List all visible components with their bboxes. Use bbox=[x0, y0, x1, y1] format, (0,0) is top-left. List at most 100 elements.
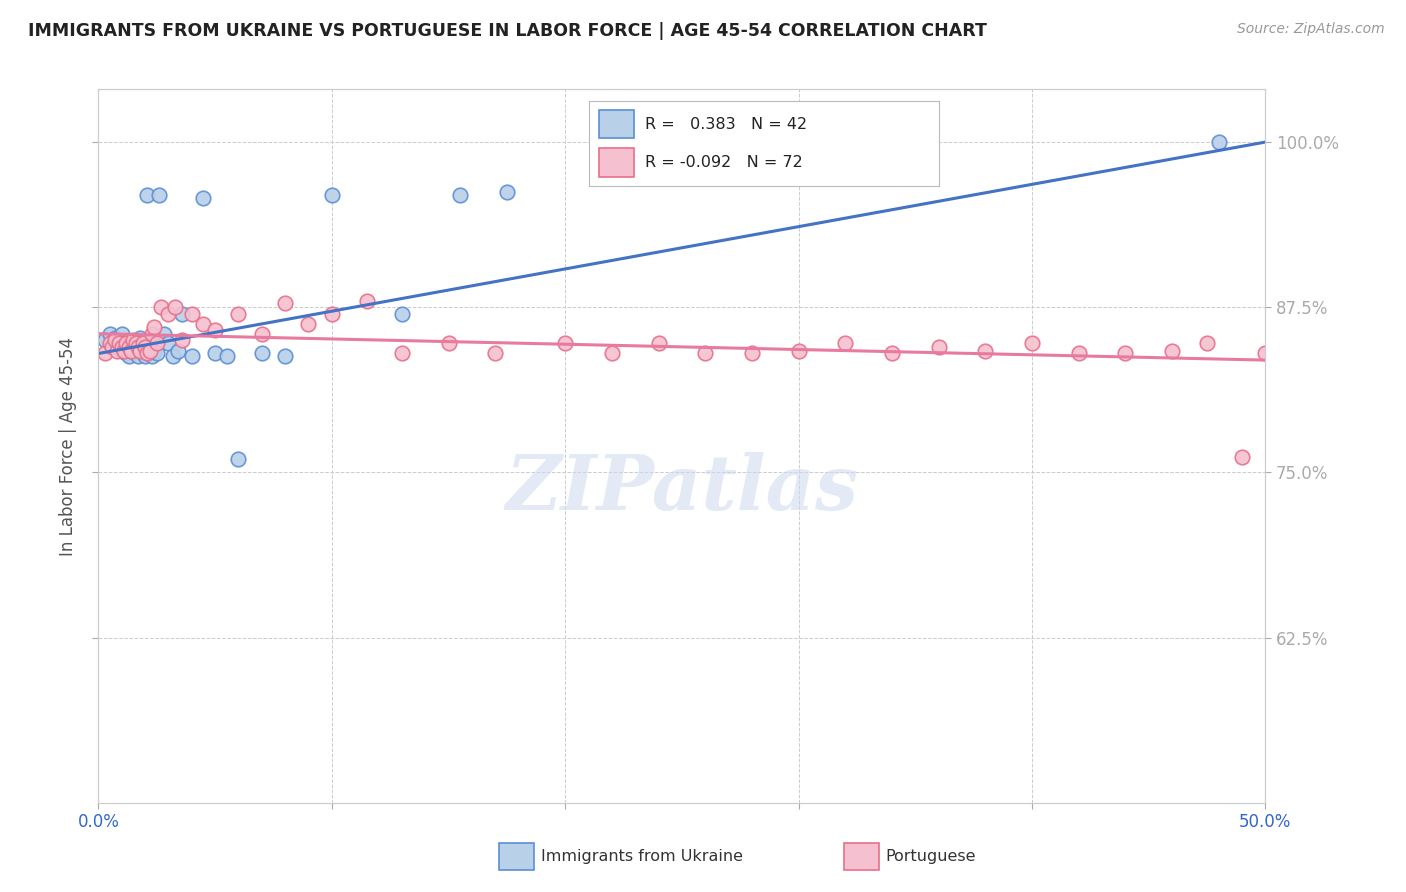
Point bbox=[215, 349, 238, 363]
Point bbox=[180, 307, 202, 321]
Point bbox=[141, 326, 163, 341]
Point bbox=[132, 346, 155, 360]
Point bbox=[1371, 353, 1393, 368]
Point bbox=[321, 188, 343, 202]
Point bbox=[111, 343, 134, 358]
Point bbox=[554, 335, 576, 350]
Point bbox=[228, 307, 250, 321]
Point bbox=[118, 349, 141, 363]
Point bbox=[98, 326, 121, 341]
Point bbox=[647, 335, 669, 350]
Point bbox=[122, 333, 145, 347]
Point bbox=[101, 335, 124, 350]
Point bbox=[115, 346, 138, 360]
Point bbox=[111, 326, 134, 341]
Point bbox=[787, 343, 810, 358]
Point bbox=[1114, 346, 1136, 360]
Point bbox=[108, 333, 131, 347]
Point bbox=[356, 293, 378, 308]
Point bbox=[1395, 362, 1406, 376]
Point bbox=[141, 349, 163, 363]
Point bbox=[122, 335, 145, 350]
Point bbox=[228, 452, 250, 467]
Point bbox=[484, 346, 506, 360]
Point bbox=[928, 340, 950, 354]
Point bbox=[834, 335, 856, 350]
Text: Immigrants from Ukraine: Immigrants from Ukraine bbox=[541, 849, 744, 863]
Point bbox=[1161, 343, 1184, 358]
Point bbox=[437, 335, 460, 350]
Point bbox=[146, 346, 169, 360]
Point bbox=[120, 343, 142, 358]
Point bbox=[148, 188, 170, 202]
Point bbox=[104, 333, 127, 347]
Point bbox=[495, 186, 517, 200]
Point bbox=[204, 323, 226, 337]
Point bbox=[1324, 353, 1347, 368]
Point bbox=[125, 340, 148, 354]
Point bbox=[180, 349, 202, 363]
Point bbox=[125, 335, 148, 350]
Point bbox=[1289, 362, 1312, 376]
Text: ZIPatlas: ZIPatlas bbox=[505, 452, 859, 525]
Point bbox=[165, 300, 187, 314]
Point bbox=[139, 335, 162, 350]
Point bbox=[193, 318, 215, 332]
Point bbox=[94, 346, 117, 360]
Point bbox=[152, 326, 174, 341]
Point bbox=[1067, 346, 1090, 360]
Point bbox=[172, 333, 194, 347]
Point bbox=[139, 343, 162, 358]
Point bbox=[101, 340, 124, 354]
Point bbox=[1347, 373, 1369, 387]
Point bbox=[166, 343, 188, 358]
Point bbox=[162, 349, 184, 363]
Text: Source: ZipAtlas.com: Source: ZipAtlas.com bbox=[1237, 22, 1385, 37]
Point bbox=[695, 346, 717, 360]
Point bbox=[134, 340, 156, 354]
Point bbox=[129, 343, 152, 358]
Point bbox=[157, 335, 180, 350]
Point bbox=[108, 335, 131, 350]
Point bbox=[391, 346, 413, 360]
Point bbox=[94, 333, 117, 347]
Point bbox=[132, 335, 155, 350]
Point bbox=[127, 340, 149, 354]
Point bbox=[136, 188, 159, 202]
Point bbox=[112, 335, 135, 350]
Point bbox=[391, 307, 413, 321]
Point bbox=[98, 335, 121, 350]
Y-axis label: In Labor Force | Age 45-54: In Labor Force | Age 45-54 bbox=[59, 336, 77, 556]
Point bbox=[1195, 335, 1218, 350]
Point bbox=[115, 335, 138, 350]
Point bbox=[204, 346, 226, 360]
Point bbox=[600, 346, 623, 360]
Point bbox=[1230, 450, 1253, 464]
Point bbox=[193, 190, 215, 204]
Point bbox=[134, 349, 156, 363]
Point bbox=[1208, 135, 1230, 149]
Text: IMMIGRANTS FROM UKRAINE VS PORTUGUESE IN LABOR FORCE | AGE 45-54 CORRELATION CHA: IMMIGRANTS FROM UKRAINE VS PORTUGUESE IN… bbox=[28, 22, 987, 40]
Point bbox=[274, 296, 297, 310]
Point bbox=[321, 307, 343, 321]
Point bbox=[118, 340, 141, 354]
Point bbox=[120, 343, 142, 358]
Point bbox=[143, 320, 166, 334]
Point bbox=[118, 340, 141, 354]
Point bbox=[741, 346, 763, 360]
Point bbox=[250, 326, 273, 341]
Point bbox=[129, 331, 152, 345]
Point bbox=[274, 349, 297, 363]
Point bbox=[1021, 335, 1043, 350]
Point bbox=[104, 331, 127, 345]
Point bbox=[105, 343, 128, 358]
Point bbox=[880, 346, 903, 360]
Point bbox=[136, 346, 159, 360]
Point bbox=[172, 307, 194, 321]
Point bbox=[250, 346, 273, 360]
Point bbox=[112, 343, 135, 358]
Text: Portuguese: Portuguese bbox=[886, 849, 976, 863]
Point bbox=[449, 188, 471, 202]
Point bbox=[1254, 346, 1277, 360]
Point bbox=[150, 300, 173, 314]
